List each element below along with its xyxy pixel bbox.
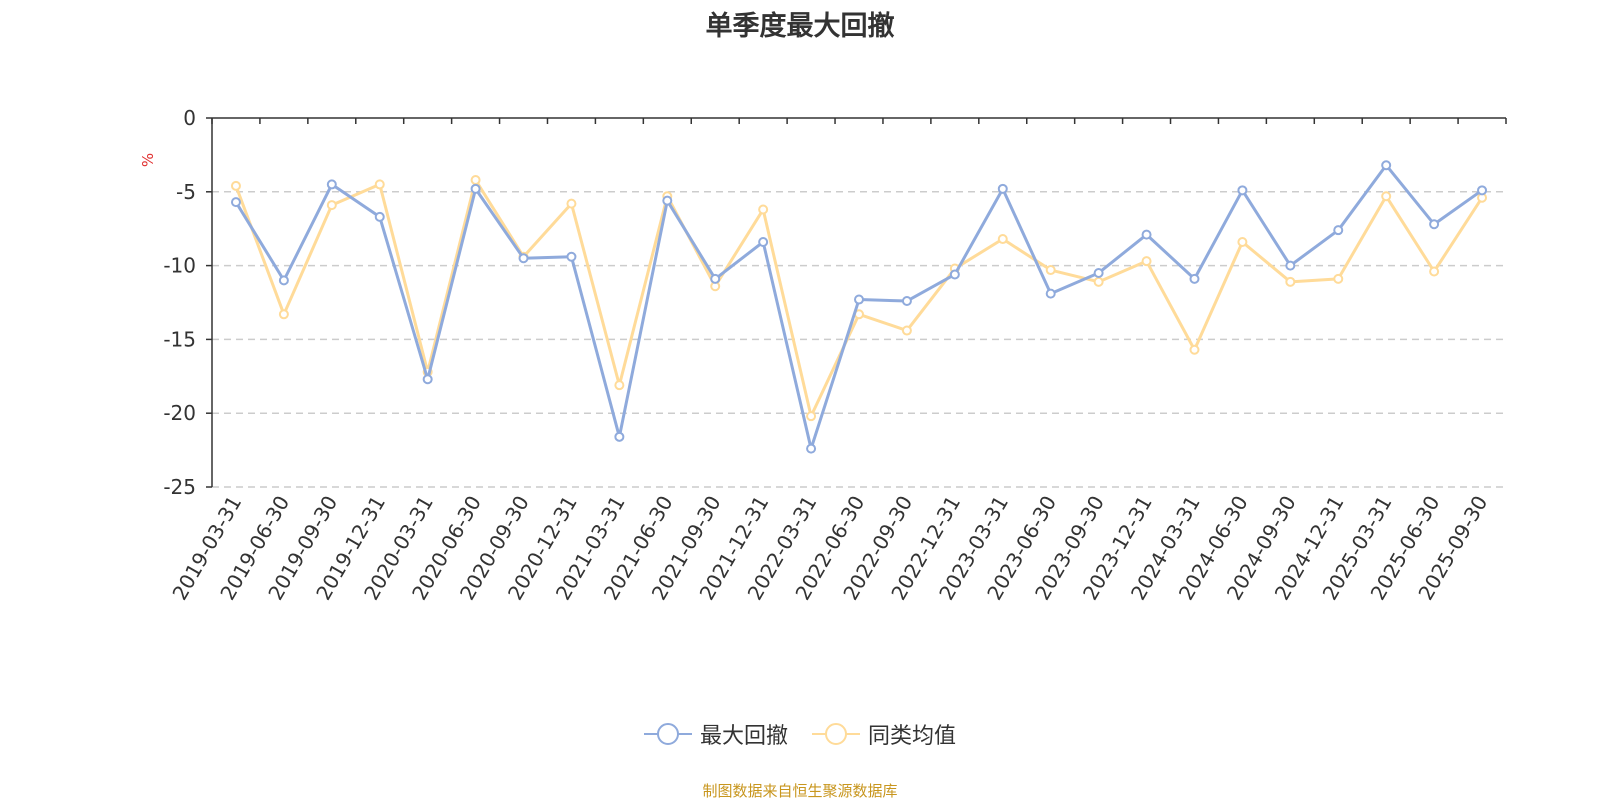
data-point-0-18[interactable] (1093, 267, 1104, 278)
data-point-0-20[interactable] (1189, 273, 1200, 284)
data-point-0-2[interactable] (326, 179, 337, 190)
data-point-0-3[interactable] (374, 211, 385, 222)
data-point-1-18[interactable] (1093, 276, 1104, 287)
legend-label-series-0: 最大回撤 (699, 724, 788, 749)
data-point-0-13[interactable] (854, 294, 864, 305)
y-tick-label-4: -20 (163, 401, 196, 425)
data-point-0-8[interactable] (614, 431, 625, 442)
series-0 (230, 160, 1488, 454)
data-point-0-5[interactable] (470, 183, 481, 194)
data-point-1-22[interactable] (1285, 276, 1296, 287)
data-point-1-12[interactable] (806, 411, 817, 422)
data-point-0-22[interactable] (1285, 260, 1296, 271)
data-point-0-16[interactable] (997, 183, 1008, 194)
grid-layer (212, 191, 1506, 488)
data-point-0-21[interactable] (1237, 185, 1248, 196)
data-point-0-10[interactable] (710, 273, 721, 284)
data-point-1-0[interactable] (230, 180, 241, 191)
legend: 最大回撤 同类均值 (0, 718, 1600, 750)
data-point-0-25[interactable] (1429, 219, 1440, 230)
data-point-0-1[interactable] (278, 275, 289, 286)
data-point-0-4[interactable] (422, 374, 433, 385)
data-point-0-7[interactable] (566, 251, 577, 262)
source-note: 制图数据来自恒生聚源数据库 (702, 782, 898, 800)
series-layer (230, 160, 1488, 454)
data-point-0-15[interactable] (949, 269, 960, 280)
legend-item-series-1[interactable]: 同类均值 (812, 718, 956, 750)
chart-title: 单季度最大回撤 (705, 11, 895, 42)
data-point-0-14[interactable] (901, 296, 912, 307)
data-point-0-19[interactable] (1141, 229, 1152, 240)
legend-swatch-series-0-icon (643, 723, 692, 745)
y-tick-label-5: -25 (163, 475, 196, 499)
data-point-0-11[interactable] (758, 236, 769, 247)
y-axis-unit-label: % (139, 153, 157, 167)
data-point-0-6[interactable] (518, 253, 529, 264)
data-point-0-0[interactable] (230, 197, 241, 208)
data-point-1-14[interactable] (901, 325, 912, 336)
y-tick-label-0: 0 (183, 106, 196, 130)
data-point-1-2[interactable] (326, 200, 337, 211)
data-point-0-23[interactable] (1333, 225, 1344, 236)
data-point-1-3[interactable] (374, 179, 385, 190)
data-point-0-17[interactable] (1045, 288, 1056, 299)
data-point-1-21[interactable] (1237, 236, 1248, 247)
y-tick-label-1: -5 (176, 180, 196, 204)
series-line-0 (234, 163, 1483, 451)
data-point-0-26[interactable] (1477, 185, 1488, 196)
axis-layer: 0-5-10-15-20-252019-03-312019-06-302019-… (163, 106, 1507, 604)
data-point-0-9[interactable] (662, 195, 673, 206)
data-point-1-16[interactable] (997, 234, 1008, 245)
data-point-1-20[interactable] (1189, 344, 1200, 355)
data-point-1-11[interactable] (758, 204, 769, 215)
data-point-1-8[interactable] (614, 380, 625, 391)
data-point-1-5[interactable] (470, 174, 481, 185)
data-point-1-1[interactable] (278, 309, 289, 320)
data-point-1-19[interactable] (1141, 256, 1152, 267)
legend-label-series-1: 同类均值 (868, 724, 957, 749)
legend-item-series-0[interactable]: 最大回撤 (643, 718, 788, 750)
data-point-0-24[interactable] (1381, 160, 1392, 171)
data-point-1-25[interactable] (1429, 266, 1440, 277)
data-point-1-23[interactable] (1333, 273, 1344, 284)
y-tick-label-3: -15 (163, 327, 196, 351)
data-point-1-24[interactable] (1381, 191, 1392, 202)
y-tick-label-2: -10 (163, 254, 196, 278)
data-point-1-7[interactable] (566, 198, 577, 209)
data-point-1-17[interactable] (1045, 265, 1056, 276)
legend-swatch-series-1-icon (812, 723, 860, 745)
data-point-0-12[interactable] (806, 443, 817, 454)
